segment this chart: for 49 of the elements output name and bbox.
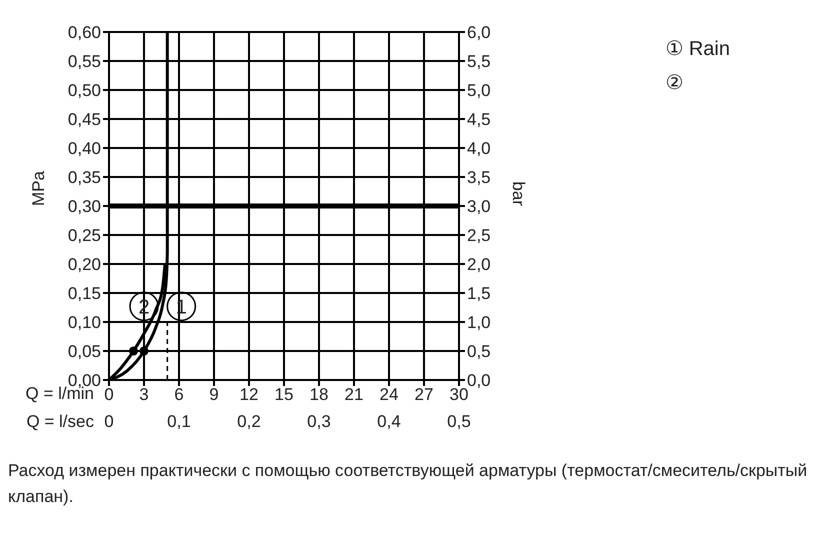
y2-tick-label: 0,0 bbox=[467, 371, 491, 390]
text: ② bbox=[665, 71, 684, 96]
x-tick-label: 3 bbox=[139, 385, 149, 404]
x-tick-label: 24 bbox=[380, 385, 398, 404]
y-tick-label: 0,05 bbox=[68, 342, 101, 362]
x2-tick-label: 0,1 bbox=[167, 411, 191, 433]
y2-tick-label: 2,0 bbox=[467, 255, 491, 274]
y2-tick-label: 4,0 bbox=[467, 139, 491, 158]
x-tick-label: 18 bbox=[310, 385, 328, 404]
x2-axis-title: Q = l/sec bbox=[25, 411, 94, 433]
y2-tick-label: 5,5 bbox=[467, 52, 491, 72]
x2-tick-label: 0,4 bbox=[377, 411, 401, 433]
y-tick-label: 0,45 bbox=[68, 110, 101, 130]
x-tick-label: 27 bbox=[414, 385, 434, 404]
y-tick-label: 0,30 bbox=[68, 197, 101, 216]
y-axis-title: MPa bbox=[29, 170, 48, 206]
y-tick-label: 0,60 bbox=[68, 23, 101, 42]
y2-tick-label: 1,0 bbox=[467, 313, 491, 332]
x-tick-label: 15 bbox=[274, 385, 294, 404]
x-tick-label: 12 bbox=[240, 385, 258, 404]
y2-tick-label: 4,5 bbox=[467, 110, 491, 130]
y2-tick-label: 5,0 bbox=[467, 81, 491, 100]
x-tick-label: 21 bbox=[344, 385, 364, 404]
y2-tick-label: 2,5 bbox=[467, 226, 491, 246]
x2-tick-label: 0,2 bbox=[237, 411, 261, 433]
x2-tick-label: 0,5 bbox=[447, 411, 471, 433]
x2-tick-label: 0 bbox=[104, 411, 114, 433]
x-tick-label: 6 bbox=[174, 385, 184, 404]
x-tick-label: 0 bbox=[104, 385, 114, 404]
y2-tick-label: 0,5 bbox=[467, 342, 491, 362]
y2-tick-label: 1,5 bbox=[467, 284, 491, 304]
y-tick-label: 0,10 bbox=[68, 313, 101, 332]
y-tick-label: 0,00 bbox=[68, 371, 101, 390]
y-tick-label: 0,15 bbox=[68, 284, 101, 304]
y2-axis-title: bar bbox=[508, 181, 528, 206]
y-tick-label: 0,25 bbox=[68, 226, 101, 246]
text: Расход измерен практически с помощью соответствующей арматуры (термостат/смеситель/скрытый клапан). bbox=[8, 460, 808, 508]
y2-tick-label: 3,0 bbox=[467, 197, 491, 216]
y2-tick-label: 3,5 bbox=[467, 168, 491, 188]
text: ① Rain bbox=[665, 37, 730, 62]
y2-tick-label: 6,0 bbox=[467, 23, 491, 42]
y-tick-label: 0,55 bbox=[68, 52, 101, 72]
y-tick-label: 0,40 bbox=[68, 139, 101, 158]
x-tick-label: 9 bbox=[209, 385, 219, 404]
x-tick-label: 30 bbox=[450, 385, 468, 404]
y-tick-label: 0,35 bbox=[68, 168, 101, 188]
x2-tick-label: 0,3 bbox=[307, 411, 331, 433]
y-tick-label: 0,50 bbox=[68, 81, 101, 100]
y-tick-label: 0,20 bbox=[68, 255, 101, 274]
